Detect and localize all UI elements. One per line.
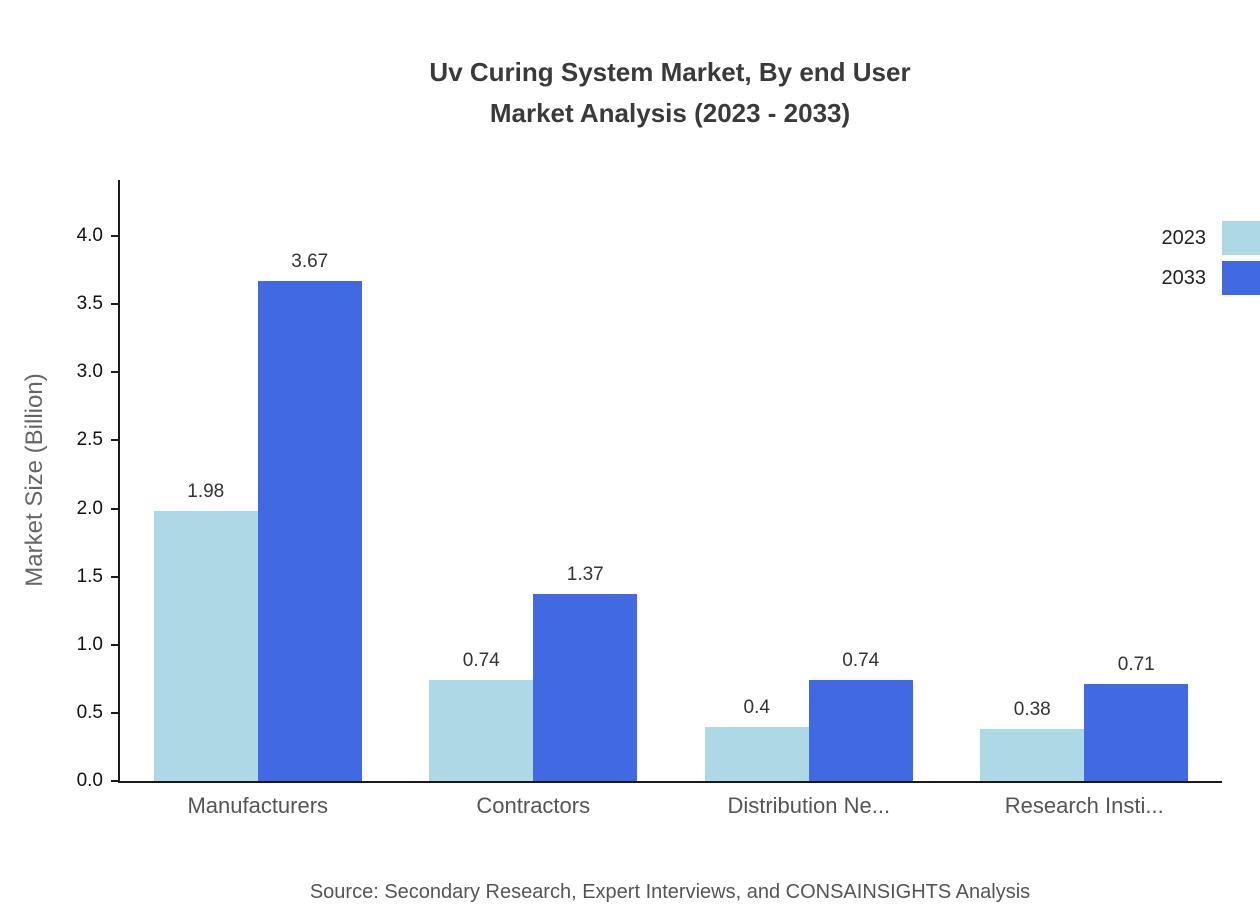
category-label: Research Insti...	[1004, 793, 1164, 818]
legend-item-2033: 2033	[1162, 261, 1260, 295]
y-tick-mark	[111, 235, 120, 237]
bar-pair: 0.74 1.37	[429, 564, 638, 781]
bar-value-label: 0.74	[462, 650, 500, 672]
bar-pair: 0.38 0.71	[980, 654, 1189, 781]
bar-group: 0.74 1.37 Contractors	[396, 564, 672, 818]
legend-label: 2033	[1161, 266, 1207, 289]
bar-value-label: 0.74	[842, 650, 880, 672]
y-tick-label: 2.0	[76, 497, 103, 519]
y-tick-mark	[111, 780, 120, 782]
bar-pair: 0.4 0.74	[704, 650, 913, 781]
bar-value-label: 1.37	[566, 564, 604, 586]
bar-2033: 3.67	[257, 251, 362, 781]
legend-swatch	[1222, 221, 1260, 255]
y-tick-label: 1.0	[76, 633, 103, 655]
plot-area: 0.0 0.5 1.0 1.5 2.0 2.5 3.0 3.5 4.0 1.98 3.67 Manu…	[77, 180, 1223, 818]
y-tick: 1.5	[77, 566, 120, 588]
chart-title-line1: Uv Curing System Market, By end User	[429, 57, 911, 87]
source-text: Source: Secondary Research, Expert Inter…	[309, 881, 1031, 903]
y-tick-label: 3.0	[76, 361, 103, 383]
bar-pair: 1.98 3.67	[153, 251, 362, 781]
y-axis-ticks: 0.0 0.5 1.0 1.5 2.0 2.5 3.0 3.5 4.0	[77, 180, 1222, 791]
y-tick: 0.5	[77, 702, 120, 724]
y-tick-mark	[111, 371, 120, 374]
y-tick: 0.0	[77, 770, 120, 792]
category-label: Distribution Ne...	[727, 793, 891, 818]
y-tick: 2.5	[77, 429, 120, 451]
bar-group: 1.98 3.67 Manufacturers	[120, 251, 396, 818]
bar-2033: 1.37	[533, 564, 638, 781]
bar-2023: 0.4	[704, 697, 809, 781]
y-tick-mark	[111, 439, 120, 442]
y-tick: 4.0	[77, 225, 120, 247]
y-tick: 1.0	[77, 634, 120, 656]
bar-2033: 0.71	[1084, 654, 1189, 781]
bar-groups: 1.98 3.67 Manufacturers 0.74 1.37 Contractors…	[120, 180, 1223, 818]
category-label: Contractors	[476, 793, 591, 818]
y-tick: 3.0	[77, 361, 120, 383]
legend-item-2023: 2023	[1162, 221, 1260, 255]
y-tick-mark	[111, 303, 120, 306]
y-tick-label: 4.0	[76, 225, 103, 246]
bar-2023: 1.98	[153, 481, 258, 781]
bar-2023: 0.74	[429, 650, 534, 781]
y-tick-mark	[111, 643, 120, 646]
category-label: Manufacturers	[187, 793, 329, 818]
y-tick-mark	[111, 575, 120, 578]
y-tick-label: 3.5	[76, 293, 103, 315]
bar-2033: 0.74	[808, 650, 913, 781]
bar-value-label: 0.38	[1013, 699, 1051, 721]
y-tick-mark	[111, 507, 120, 510]
bar-value-label: 0.4	[743, 696, 770, 718]
chart-title-line2: Market Analysis (2023 - 2033)	[489, 98, 851, 128]
y-tick: 3.5	[77, 293, 120, 315]
bar-group: 0.4 0.74 Distribution Ne...	[671, 650, 947, 818]
bar-value-label: 3.67	[291, 250, 329, 272]
bar-value-label: 0.71	[1117, 654, 1155, 676]
y-tick: 2.0	[77, 498, 120, 520]
chart-title: Uv Curing System Market, By end User Mar…	[80, 52, 1260, 134]
y-axis-label: Market Size (Billion)	[21, 373, 48, 587]
bar-value-label: 1.98	[187, 481, 225, 503]
legend-label: 2023	[1161, 226, 1207, 249]
y-tick-label: 0.0	[76, 770, 103, 791]
y-tick-mark	[111, 711, 120, 714]
bar-group: 0.38 0.71 Research Insti...	[947, 654, 1223, 818]
bar-2023: 0.38	[980, 699, 1085, 781]
y-tick-label: 0.5	[76, 701, 103, 723]
y-tick-label: 1.5	[76, 565, 103, 587]
legend-swatch	[1222, 261, 1260, 295]
legend: 2023 2033	[1162, 221, 1260, 295]
y-tick-label: 2.5	[76, 429, 103, 451]
